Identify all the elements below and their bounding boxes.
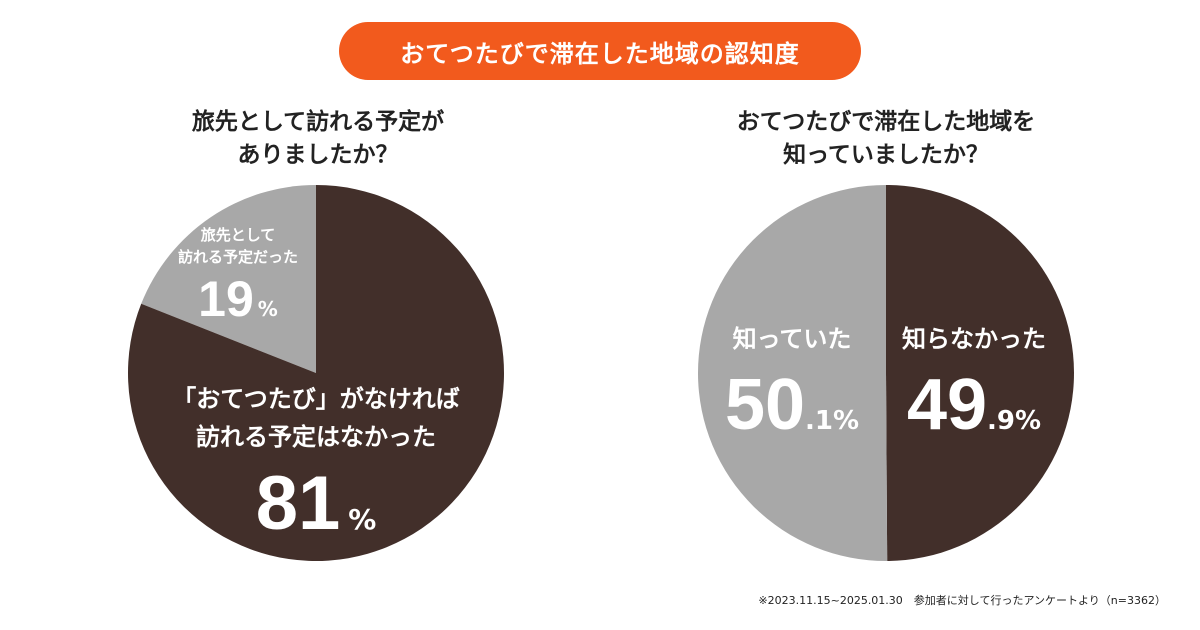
right-value-knew-decimal: .1% [805, 406, 860, 436]
right-pie-slice-did-not-know [886, 185, 1074, 561]
right-value-did-not-know-number: 49 [906, 365, 988, 445]
left-label-planned-line-1: 旅先として [200, 226, 276, 244]
right-label-knew: 知っていた 50.1% [704, 322, 880, 446]
right-pie-slice-knew [697, 185, 888, 562]
right-value-knew-number: 50 [724, 365, 806, 445]
footnote: ※2023.11.15~2025.01.30 参加者に対して行ったアンケートより… [758, 594, 1166, 607]
right-value-did-not-know-decimal: .9% [987, 406, 1042, 436]
left-value-not-planned-unit: % [348, 503, 377, 536]
right-value-did-not-know: 49.9% [884, 364, 1064, 446]
chart-title-pill: おてつたびで滞在した地域の認知度 [339, 22, 861, 80]
right-chart-question: おてつたびで滞在した地域を 知っていましたか？ [686, 106, 1086, 172]
right-label-did-not-know: 知らなかった 49.9% [884, 322, 1064, 446]
left-pie-slice-not-planned [127, 185, 505, 561]
left-pie-slice-planned [141, 185, 316, 373]
left-value-planned: 19% [158, 270, 318, 328]
left-question-line-1: 旅先として訪れる予定が [191, 109, 445, 135]
left-value-not-planned: 81% [140, 460, 492, 547]
left-label-planned-line-2: 訪れる予定だった [177, 248, 298, 266]
right-question-line-1: おてつたびで滞在した地域を [736, 109, 1036, 135]
chart-title: おてつたびで滞在した地域の認知度 [400, 39, 800, 68]
left-value-not-planned-number: 81 [255, 461, 341, 546]
left-label-not-planned-line-1: 「おてつたび」がなければ [172, 385, 460, 413]
left-label-not-planned: 「おてつたび」がなければ 訪れる予定はなかった 81% [140, 380, 492, 547]
left-question-line-2: ありましたか？ [237, 142, 399, 168]
right-question-line-2: 知っていましたか？ [783, 142, 989, 168]
left-label-planned: 旅先として 訪れる予定だった 19% [158, 224, 318, 328]
right-label-knew-text: 知っていた [732, 325, 852, 353]
right-label-did-not-know-text: 知らなかった [902, 325, 1046, 353]
left-label-not-planned-line-2: 訪れる予定はなかった [196, 423, 436, 451]
left-chart-question: 旅先として訪れる予定が ありましたか？ [118, 106, 518, 172]
left-value-planned-unit: % [257, 297, 278, 321]
left-value-planned-number: 19 [198, 271, 254, 327]
right-value-knew: 50.1% [704, 364, 880, 446]
